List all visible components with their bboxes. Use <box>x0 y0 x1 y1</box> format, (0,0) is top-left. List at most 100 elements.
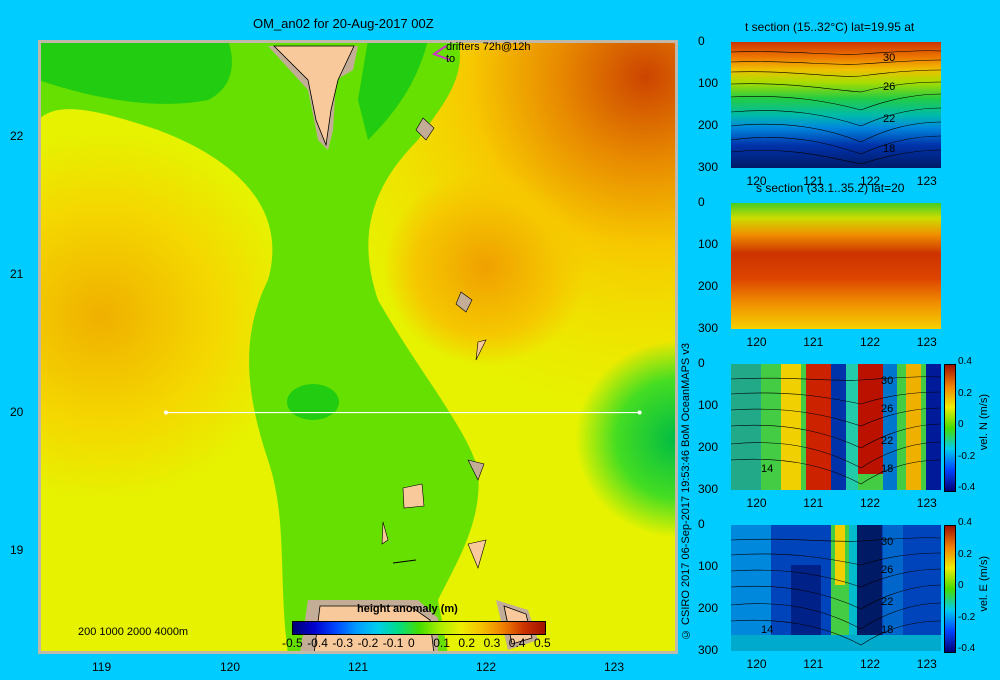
colorbar-label: height anomaly (m) <box>357 603 458 615</box>
panel-x-tick: 122 <box>860 174 881 188</box>
copyright: © CSIRO 2017 06-Sep-2017 19:53:46 BoM Oc… <box>680 343 692 640</box>
colorbar-tick: 0.2 <box>458 636 476 650</box>
ve-contour-label: 18 <box>881 624 893 636</box>
drifter-track <box>431 45 451 61</box>
drifter-legend-line1: drifters 72h@12h <box>446 41 531 53</box>
panel-x-tick: 120 <box>746 174 767 188</box>
drifter-legend: drifters 72h@12h to <box>446 41 531 65</box>
map-y-tick: 21 <box>10 266 24 281</box>
section-line-end <box>637 410 642 415</box>
vn-contour-label: 22 <box>881 435 893 447</box>
s-section-plot[interactable] <box>731 203 941 329</box>
t-section-title: t section (15..32°C) lat=19.95 at <box>745 20 915 34</box>
island <box>467 539 487 569</box>
map-x-tick: 123 <box>604 660 625 674</box>
colorbar-tick: -0.3 <box>332 636 354 650</box>
t-contour-label: 22 <box>883 113 895 125</box>
ve-contour-label: 30 <box>881 536 893 548</box>
vel-colorbar-tick: 0.2 <box>958 387 972 399</box>
colorbar-tick: 0 <box>408 636 415 650</box>
island <box>475 339 487 361</box>
vel-colorbar-tick: -0.2 <box>958 450 976 462</box>
vel-e-colorbar <box>944 525 956 653</box>
panel-y-tick: 300 <box>698 643 719 657</box>
island <box>415 117 435 141</box>
vel-colorbar-tick: 0 <box>958 580 964 591</box>
vel-colorbar-tick: -0.4 <box>958 482 976 493</box>
vel-n-colorbar-label: vel. N (m/s) <box>978 394 990 451</box>
colorbar-tick: -0.4 <box>307 636 328 650</box>
colorbar-tick: 0.1 <box>433 636 450 650</box>
colorbar <box>292 621 546 635</box>
panel-y-tick: 0 <box>698 195 705 209</box>
panel-y-tick: 0 <box>698 356 705 370</box>
drifter-legend-line2: to <box>446 53 456 65</box>
panel-y-tick: 100 <box>698 559 719 573</box>
island <box>467 459 485 481</box>
vn-contour-label: 18 <box>881 463 893 475</box>
vel-e-section-plot[interactable]: 30 26 22 18 14 <box>731 525 941 651</box>
s-section-title: s section (33.1..35.2) lat=20 <box>756 181 905 195</box>
panel-x-tick: 123 <box>916 496 937 510</box>
vel-colorbar-tick: -0.4 <box>958 643 976 654</box>
panel-y-tick: 0 <box>698 517 705 531</box>
map-y-tick: 22 <box>10 128 24 143</box>
vel-colorbar-tick: 0.2 <box>958 548 972 560</box>
panel-x-tick: 123 <box>916 174 937 188</box>
main-title: OM_an02 for 20-Aug-2017 00Z <box>253 16 434 31</box>
t-contour-label: 30 <box>883 52 895 64</box>
vel-colorbar-tick: 0.4 <box>958 517 972 528</box>
panel-y-tick: 300 <box>698 321 719 335</box>
panel-y-tick: 100 <box>698 76 719 90</box>
t-contour-label: 26 <box>883 81 895 93</box>
panel-x-tick: 122 <box>860 657 881 671</box>
map-x-tick: 121 <box>348 660 369 674</box>
t-contour-label: 18 <box>883 143 895 155</box>
panel-y-tick: 200 <box>698 601 719 615</box>
map-x-tick: 122 <box>476 660 497 674</box>
panel-y-tick: 200 <box>698 440 719 454</box>
map-x-tick: 120 <box>220 660 241 674</box>
taiwan-land <box>273 45 355 147</box>
panel-x-tick: 123 <box>916 335 937 349</box>
panel-y-tick: 300 <box>698 482 719 496</box>
ve-contour-label: 22 <box>881 596 893 608</box>
panel-x-tick: 121 <box>803 657 824 671</box>
colorbar-tick: 0.5 <box>534 636 551 650</box>
island <box>455 291 473 313</box>
panel-x-tick: 120 <box>746 496 767 510</box>
map-y-tick: 19 <box>10 542 24 557</box>
vn-contour-label: 14 <box>761 463 773 475</box>
vel-e-colorbar-label: vel. E (m/s) <box>978 556 990 612</box>
panel-x-tick: 120 <box>746 335 767 349</box>
t-contours <box>731 50 941 165</box>
height-anomaly-map[interactable] <box>38 40 678 654</box>
island <box>381 521 389 545</box>
panel-y-tick: 0 <box>698 34 705 48</box>
panel-x-tick: 122 <box>860 335 881 349</box>
ve-contour-label: 14 <box>761 624 773 636</box>
t-section-plot[interactable]: 30 26 22 18 <box>731 42 941 168</box>
panel-x-tick: 120 <box>746 657 767 671</box>
section-line-start <box>164 410 168 415</box>
panel-y-tick: 200 <box>698 279 719 293</box>
colorbar-tick: 0.3 <box>483 636 501 650</box>
panel-x-tick: 121 <box>803 496 824 510</box>
vel-colorbar-tick: -0.2 <box>958 611 976 623</box>
ve-contour-label: 26 <box>881 564 893 576</box>
panel-x-tick: 123 <box>916 657 937 671</box>
map-y-tick: 20 <box>10 404 24 419</box>
colorbar-tick: -0.1 <box>382 636 404 650</box>
panel-y-tick: 300 <box>698 160 719 174</box>
colorbar-tick: -0.5 <box>282 636 303 650</box>
depth-legend: 200 1000 2000 4000m <box>78 626 189 638</box>
panel-x-tick: 121 <box>803 174 824 188</box>
panel-y-tick: 200 <box>698 118 719 132</box>
vel-n-colorbar <box>944 364 956 492</box>
vel-n-section-plot[interactable]: 30 26 22 18 14 <box>731 364 941 490</box>
vel-colorbar-tick: 0 <box>958 419 964 430</box>
panel-x-tick: 122 <box>860 496 881 510</box>
vn-contour-label: 30 <box>881 375 893 387</box>
vel-colorbar-tick: 0.4 <box>958 356 972 367</box>
colorbar-tick: 0.4 <box>508 636 526 650</box>
